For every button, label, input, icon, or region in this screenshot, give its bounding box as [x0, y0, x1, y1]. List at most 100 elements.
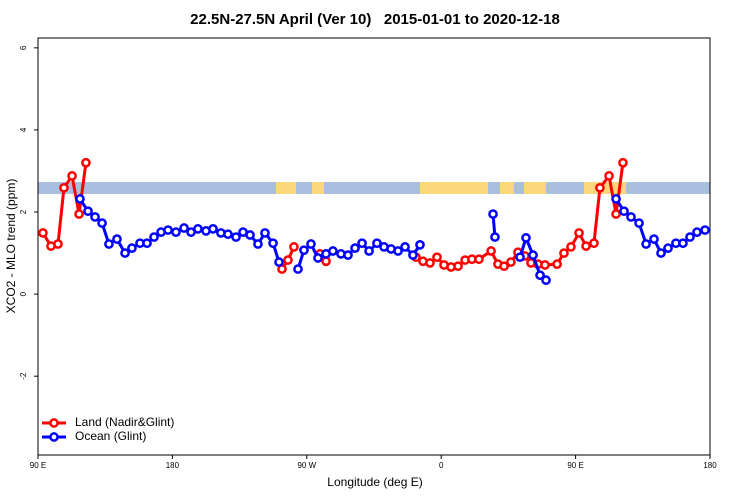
x-tick-label: 180: [166, 461, 180, 470]
data-point: [74, 209, 84, 219]
data-point: [245, 230, 255, 240]
data-point: [552, 259, 562, 269]
data-point: [490, 232, 500, 242]
data-point: [415, 240, 425, 250]
data-point: [81, 157, 91, 168]
data-point: [299, 245, 309, 256]
data-point: [425, 258, 435, 268]
data-point: [678, 238, 688, 249]
data-point: [357, 238, 367, 249]
data-point: [521, 233, 531, 243]
data-point: [127, 243, 137, 253]
data-point: [474, 254, 484, 265]
data-point: [83, 206, 93, 217]
data-point: [208, 224, 218, 234]
data-point: [328, 246, 338, 256]
data-point: [663, 243, 673, 253]
legend-label: Ocean (Glint): [75, 429, 146, 443]
data-point: [343, 250, 353, 260]
data-point: [611, 194, 621, 204]
data-point: [306, 239, 316, 249]
data-point: [559, 248, 569, 258]
data-point: [149, 232, 159, 242]
data-point: [120, 248, 130, 258]
data-point: [268, 238, 278, 249]
data-point: [700, 225, 710, 235]
data-point: [274, 257, 284, 267]
data-point: [611, 209, 621, 219]
data-point: [223, 229, 233, 240]
plot-frame: [37, 37, 711, 456]
data-point: [515, 252, 525, 263]
data-point: [253, 239, 263, 249]
series-line: [78, 198, 706, 282]
data-point: [685, 232, 695, 242]
data-point: [171, 227, 181, 237]
legend-label: Land (Nadir&Glint): [75, 415, 174, 429]
data-point: [574, 228, 584, 238]
data-point: [541, 275, 551, 286]
y-tick-label: 4: [19, 127, 28, 132]
x-tick-label: 90 E: [30, 461, 46, 470]
data-point: [283, 255, 293, 265]
x-axis-label: Longitude (deg E): [327, 475, 422, 489]
data-point: [641, 239, 651, 249]
data-point: [67, 171, 77, 181]
data-point: [53, 239, 63, 249]
data-point: [589, 238, 599, 249]
data-point: [488, 209, 498, 219]
data-point: [372, 238, 382, 249]
data-point: [38, 228, 48, 238]
data-point: [453, 261, 463, 272]
data-point: [649, 234, 659, 244]
data-point: [59, 182, 69, 193]
y-tick-label: 2: [19, 209, 28, 214]
data-point: [626, 212, 636, 222]
data-point: [540, 260, 550, 270]
legend-marker: [49, 432, 59, 442]
data-point: [656, 248, 666, 258]
data-point: [364, 246, 374, 256]
map-strip: [38, 182, 710, 194]
data-point: [604, 171, 614, 181]
data-point: [499, 261, 509, 272]
data-point: [104, 239, 114, 249]
data-point: [393, 246, 403, 256]
data-point: [112, 234, 122, 244]
data-point: [142, 238, 152, 249]
data-point: [260, 228, 270, 238]
x-tick-label: 180: [703, 461, 717, 470]
data-point: [400, 242, 410, 252]
x-tick-label: 90 W: [297, 461, 316, 470]
data-point: [432, 252, 442, 263]
data-point: [506, 257, 516, 267]
data-point: [321, 256, 331, 267]
data-point: [486, 246, 496, 256]
data-point: [618, 157, 628, 168]
chart-title: 22.5N-27.5N April (Ver 10) 2015-01-01 to…: [190, 11, 560, 28]
data-point: [634, 218, 644, 228]
y-tick-label: -2: [19, 372, 28, 380]
data-point: [692, 227, 702, 237]
data-point: [350, 243, 360, 253]
data-point: [566, 242, 576, 252]
data-point: [535, 270, 545, 281]
data-point: [619, 206, 629, 217]
data-point: [293, 264, 303, 274]
legend-marker: [49, 418, 59, 428]
data-point: [97, 218, 107, 228]
data-point: [595, 182, 605, 193]
x-tick-label: 0: [439, 461, 444, 470]
data-point: [75, 194, 85, 204]
data-point: [581, 241, 591, 251]
y-tick-label: 6: [19, 45, 28, 50]
data-point: [163, 225, 173, 235]
y-axis-label: XCO2 - MLO trend (ppm): [4, 179, 18, 314]
x-tick-label: 90 E: [567, 461, 583, 470]
data-point: [193, 224, 203, 234]
data-point: [90, 212, 100, 222]
data-point: [289, 242, 299, 252]
data-point: [528, 250, 538, 260]
y-tick-label: 0: [19, 291, 28, 296]
